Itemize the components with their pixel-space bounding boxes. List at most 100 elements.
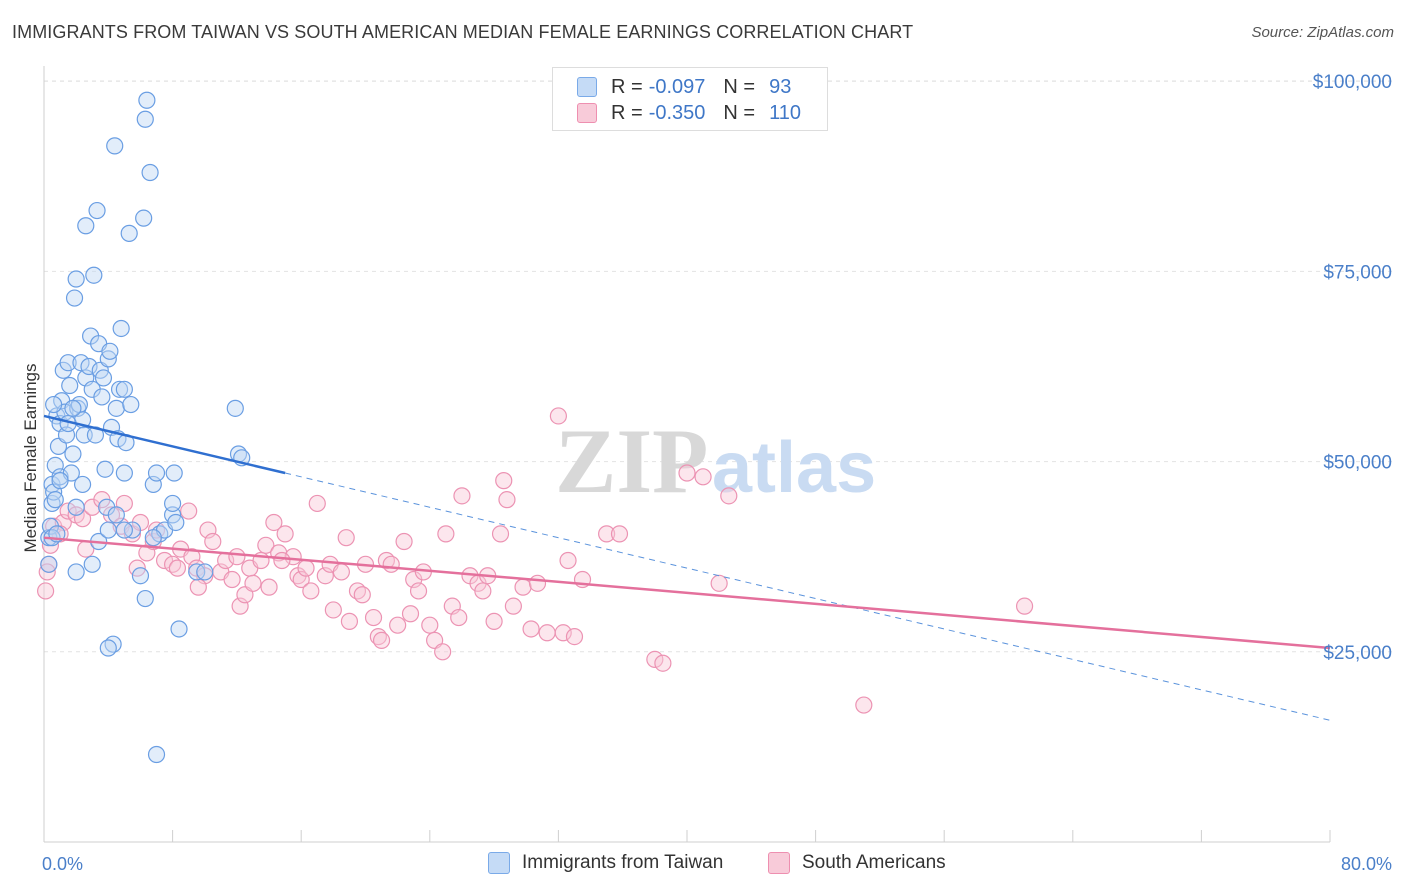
data-point [504,597,522,615]
data-point [364,608,383,627]
data-point [64,445,82,463]
data-point [297,559,315,577]
data-point [598,525,616,543]
data-point [226,399,244,417]
data-point [141,163,159,182]
data-point [260,578,278,596]
y-axis-title: Median Female Earnings [21,364,40,553]
data-point [37,582,55,600]
data-point [85,266,103,284]
data-point [112,319,130,338]
data-point [491,525,510,543]
data-point [147,745,166,764]
axes [43,66,1331,843]
y-tick-label: $25,000 [1323,643,1392,664]
bottom-legend-south-americans[interactable]: South Americans [768,852,946,874]
data-point [395,532,413,551]
chart-title: IMMIGRANTS FROM TAIWAN VS SOUTH AMERICAN… [12,22,914,42]
data-point [99,639,117,657]
data-point [67,563,85,581]
data-point [155,551,174,570]
data-point [138,91,156,109]
data-point [61,376,79,395]
data-point [401,605,420,623]
data-point [610,525,629,543]
legend-n-label: N = [723,101,756,124]
bottom-legend-label-taiwan: Immigrants from Taiwan [522,852,724,873]
chart-source: Source: ZipAtlas.com [1251,24,1394,41]
watermark-zip: ZIP [555,410,708,512]
data-point [485,612,503,630]
data-point [164,494,182,513]
data-point [46,491,64,509]
legend-n-value: 93 [769,75,792,98]
data-point [710,574,728,592]
data-point [257,536,275,554]
data-point [96,460,114,478]
data-point [646,650,664,669]
data-point [120,224,138,242]
data-point [59,502,77,520]
data-point [115,464,133,482]
data-point [168,559,187,577]
bottom-legend-swatch-south-americans [768,852,790,874]
data-point [80,357,98,376]
data-point [522,620,540,638]
x-tick-label: 0.0% [42,854,83,874]
data-point [180,502,198,520]
legend: R = -0.097 N = 93 R = -0.350 N = 110 [552,67,828,131]
data-point [77,217,95,235]
data-point [45,395,63,414]
data-point [122,395,140,414]
legend-swatch-south-americans [577,103,597,123]
trend-line-taiwan-extension [285,472,1331,721]
data-point [389,616,407,634]
data-point [559,551,577,570]
data-point [101,342,119,360]
tick-labels: $25,000 $50,000 $75,000 $100,000 0.0% 80.0% [42,72,1392,874]
data-point [51,468,69,486]
data-point [340,612,359,630]
data-point [678,464,696,482]
legend-r-label: R = [611,101,643,124]
data-point [135,209,153,227]
data-point [107,506,125,524]
data-point [434,643,452,661]
legend-r-label: R = [611,75,643,98]
data-point [528,574,547,592]
data-point [136,110,154,128]
data-point [353,586,371,604]
data-point [40,555,58,573]
data-point [265,513,283,532]
data-point [372,631,391,649]
data-point [59,354,77,372]
data-point [110,380,129,398]
data-point [147,464,166,482]
bottom-legend-taiwan[interactable]: Immigrants from Taiwan [488,852,723,874]
data-point [144,529,162,547]
data-point [72,354,90,372]
y-tick-label: $50,000 [1323,453,1392,474]
data-point [1015,597,1034,615]
data-point [654,654,672,672]
data-point [337,529,355,547]
legend-r-value: -0.350 [648,101,706,124]
data-point [273,551,291,570]
data-point [65,289,84,307]
data-point [51,472,69,490]
data-point [549,407,568,425]
data-point [189,578,207,596]
legend-n-value: 110 [769,101,801,124]
data-point [167,513,185,532]
data-point [107,399,125,417]
data-point [83,555,101,573]
trend-line-south-americans [43,536,1331,650]
data-point [450,608,468,627]
data-point [136,589,154,608]
watermark-atlas: atlas [712,428,876,508]
data-point [308,494,326,513]
data-point [565,627,584,646]
legend-swatch-taiwan [577,77,597,97]
data-point [495,472,513,490]
